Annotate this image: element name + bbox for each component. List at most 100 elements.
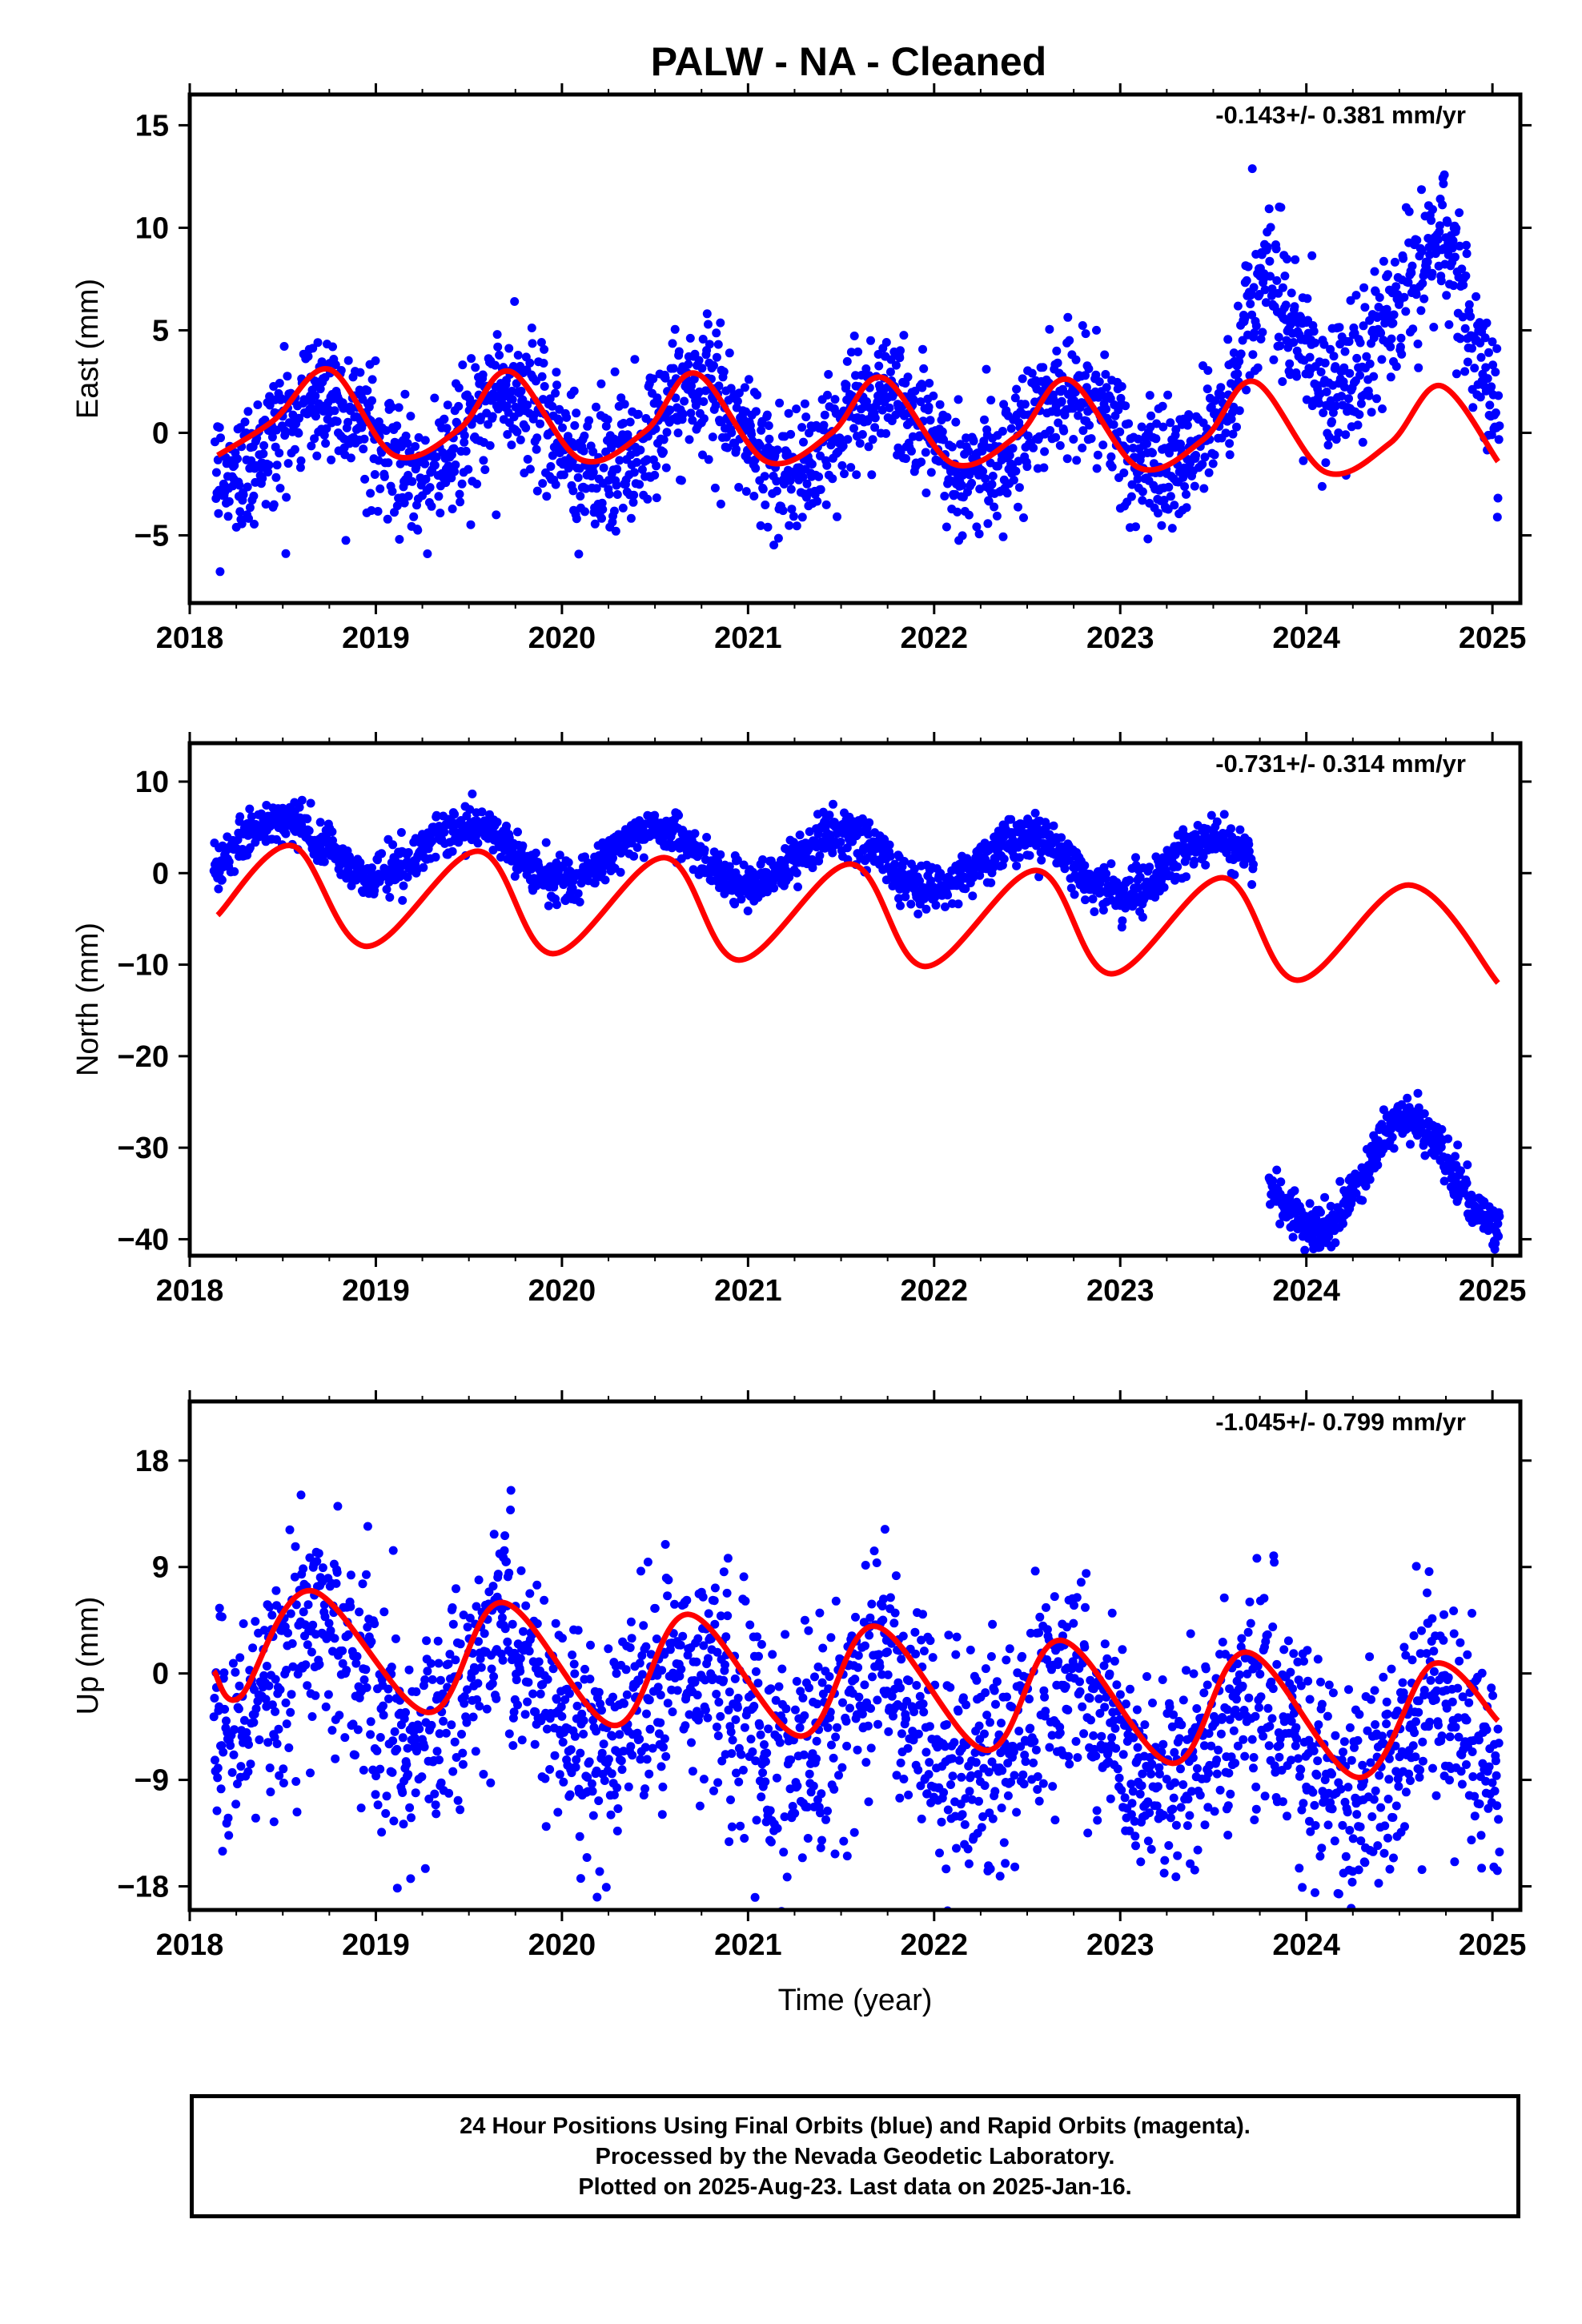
obs-point [1335,323,1344,332]
obs-point [388,1736,398,1746]
obs-point [1443,250,1453,259]
obs-point [518,841,528,850]
obs-point [662,428,672,437]
obs-point [1331,362,1340,372]
obs-point [1101,370,1110,379]
obs-point [765,434,774,444]
obs-point [609,506,619,516]
obs-point [1049,821,1058,830]
obs-point [1069,435,1078,444]
obs-point [233,1779,242,1789]
obs-point [909,864,919,874]
obs-point [286,1609,295,1618]
obs-point [1171,424,1181,434]
obs-point [881,428,891,438]
obs-point [604,476,613,485]
obs-point [864,442,873,452]
obs-point [1449,281,1459,291]
obs-point [1008,444,1018,453]
obs-point [399,881,408,891]
x-tick-label: 2020 [528,1928,596,1962]
obs-point [392,1744,402,1754]
obs-point [1462,249,1472,259]
obs-point [355,368,365,377]
obs-point [465,805,475,814]
obs-point [209,1712,219,1722]
obs-point [828,848,837,858]
obs-point [564,432,572,441]
obs-point [954,899,963,909]
obs-point [1370,267,1379,276]
obs-point [600,875,610,885]
obs-point [264,460,274,470]
obs-point [496,852,505,862]
obs-point [1355,371,1364,380]
y-tick-label: 18 [135,1445,169,1478]
obs-point [532,433,542,443]
obs-point [1010,393,1020,403]
obs-point [797,423,807,432]
obs-point [480,465,490,474]
obs-point [590,879,600,888]
obs-point [1328,408,1338,417]
obs-point [1049,395,1058,404]
obs-point [362,1683,371,1692]
obs-point [379,1607,389,1617]
obs-point [648,374,658,384]
obs-point [597,867,607,877]
obs-point [320,1612,330,1622]
obs-point [637,464,647,474]
obs-point [1124,419,1134,428]
obs-point [719,367,729,376]
obs-point [611,526,620,536]
obs-point [525,464,535,474]
obs-point [1145,391,1154,400]
obs-point [1494,435,1504,444]
obs-point [210,1694,219,1703]
obs-point [468,789,477,798]
obs-point [388,1546,398,1555]
obs-point [264,1681,274,1691]
obs-point [1009,476,1018,485]
obs-point [283,459,293,468]
obs-point [1302,395,1311,404]
obs-point [1303,294,1312,304]
x-tick-label: 2018 [156,621,224,655]
obs-point [698,335,708,344]
obs-point [708,432,717,442]
obs-point [343,356,353,365]
obs-point [1100,350,1110,360]
obs-point [1339,382,1349,392]
obs-point [998,532,1008,541]
obs-point [1228,429,1238,439]
obs-point [333,1502,343,1511]
obs-point [725,348,734,358]
obs-point [575,897,584,907]
obs-point [895,353,905,363]
obs-point [1488,360,1498,370]
obs-point [263,468,273,476]
obs-point [1299,456,1308,465]
y-tick-label: −40 [118,1223,169,1256]
obs-point [896,346,905,356]
obs-point [1098,440,1108,450]
obs-point [371,1771,381,1781]
obs-point [1364,391,1374,400]
y-tick-label: −30 [118,1132,169,1165]
obs-point [226,1741,235,1751]
obs-point [1276,203,1286,212]
obs-point [632,842,642,852]
obs-point [512,427,522,436]
obs-point [455,489,464,499]
obs-point [1407,268,1416,278]
y-axis-label: East (mm) [71,279,105,419]
obs-point [630,355,640,364]
obs-point [222,1716,231,1726]
obs-point [504,344,514,353]
obs-point [702,309,712,319]
obs-point [377,1827,387,1837]
obs-point [1493,1219,1503,1228]
obs-point [592,402,600,412]
obs-point [610,367,620,376]
obs-point [1452,223,1461,233]
